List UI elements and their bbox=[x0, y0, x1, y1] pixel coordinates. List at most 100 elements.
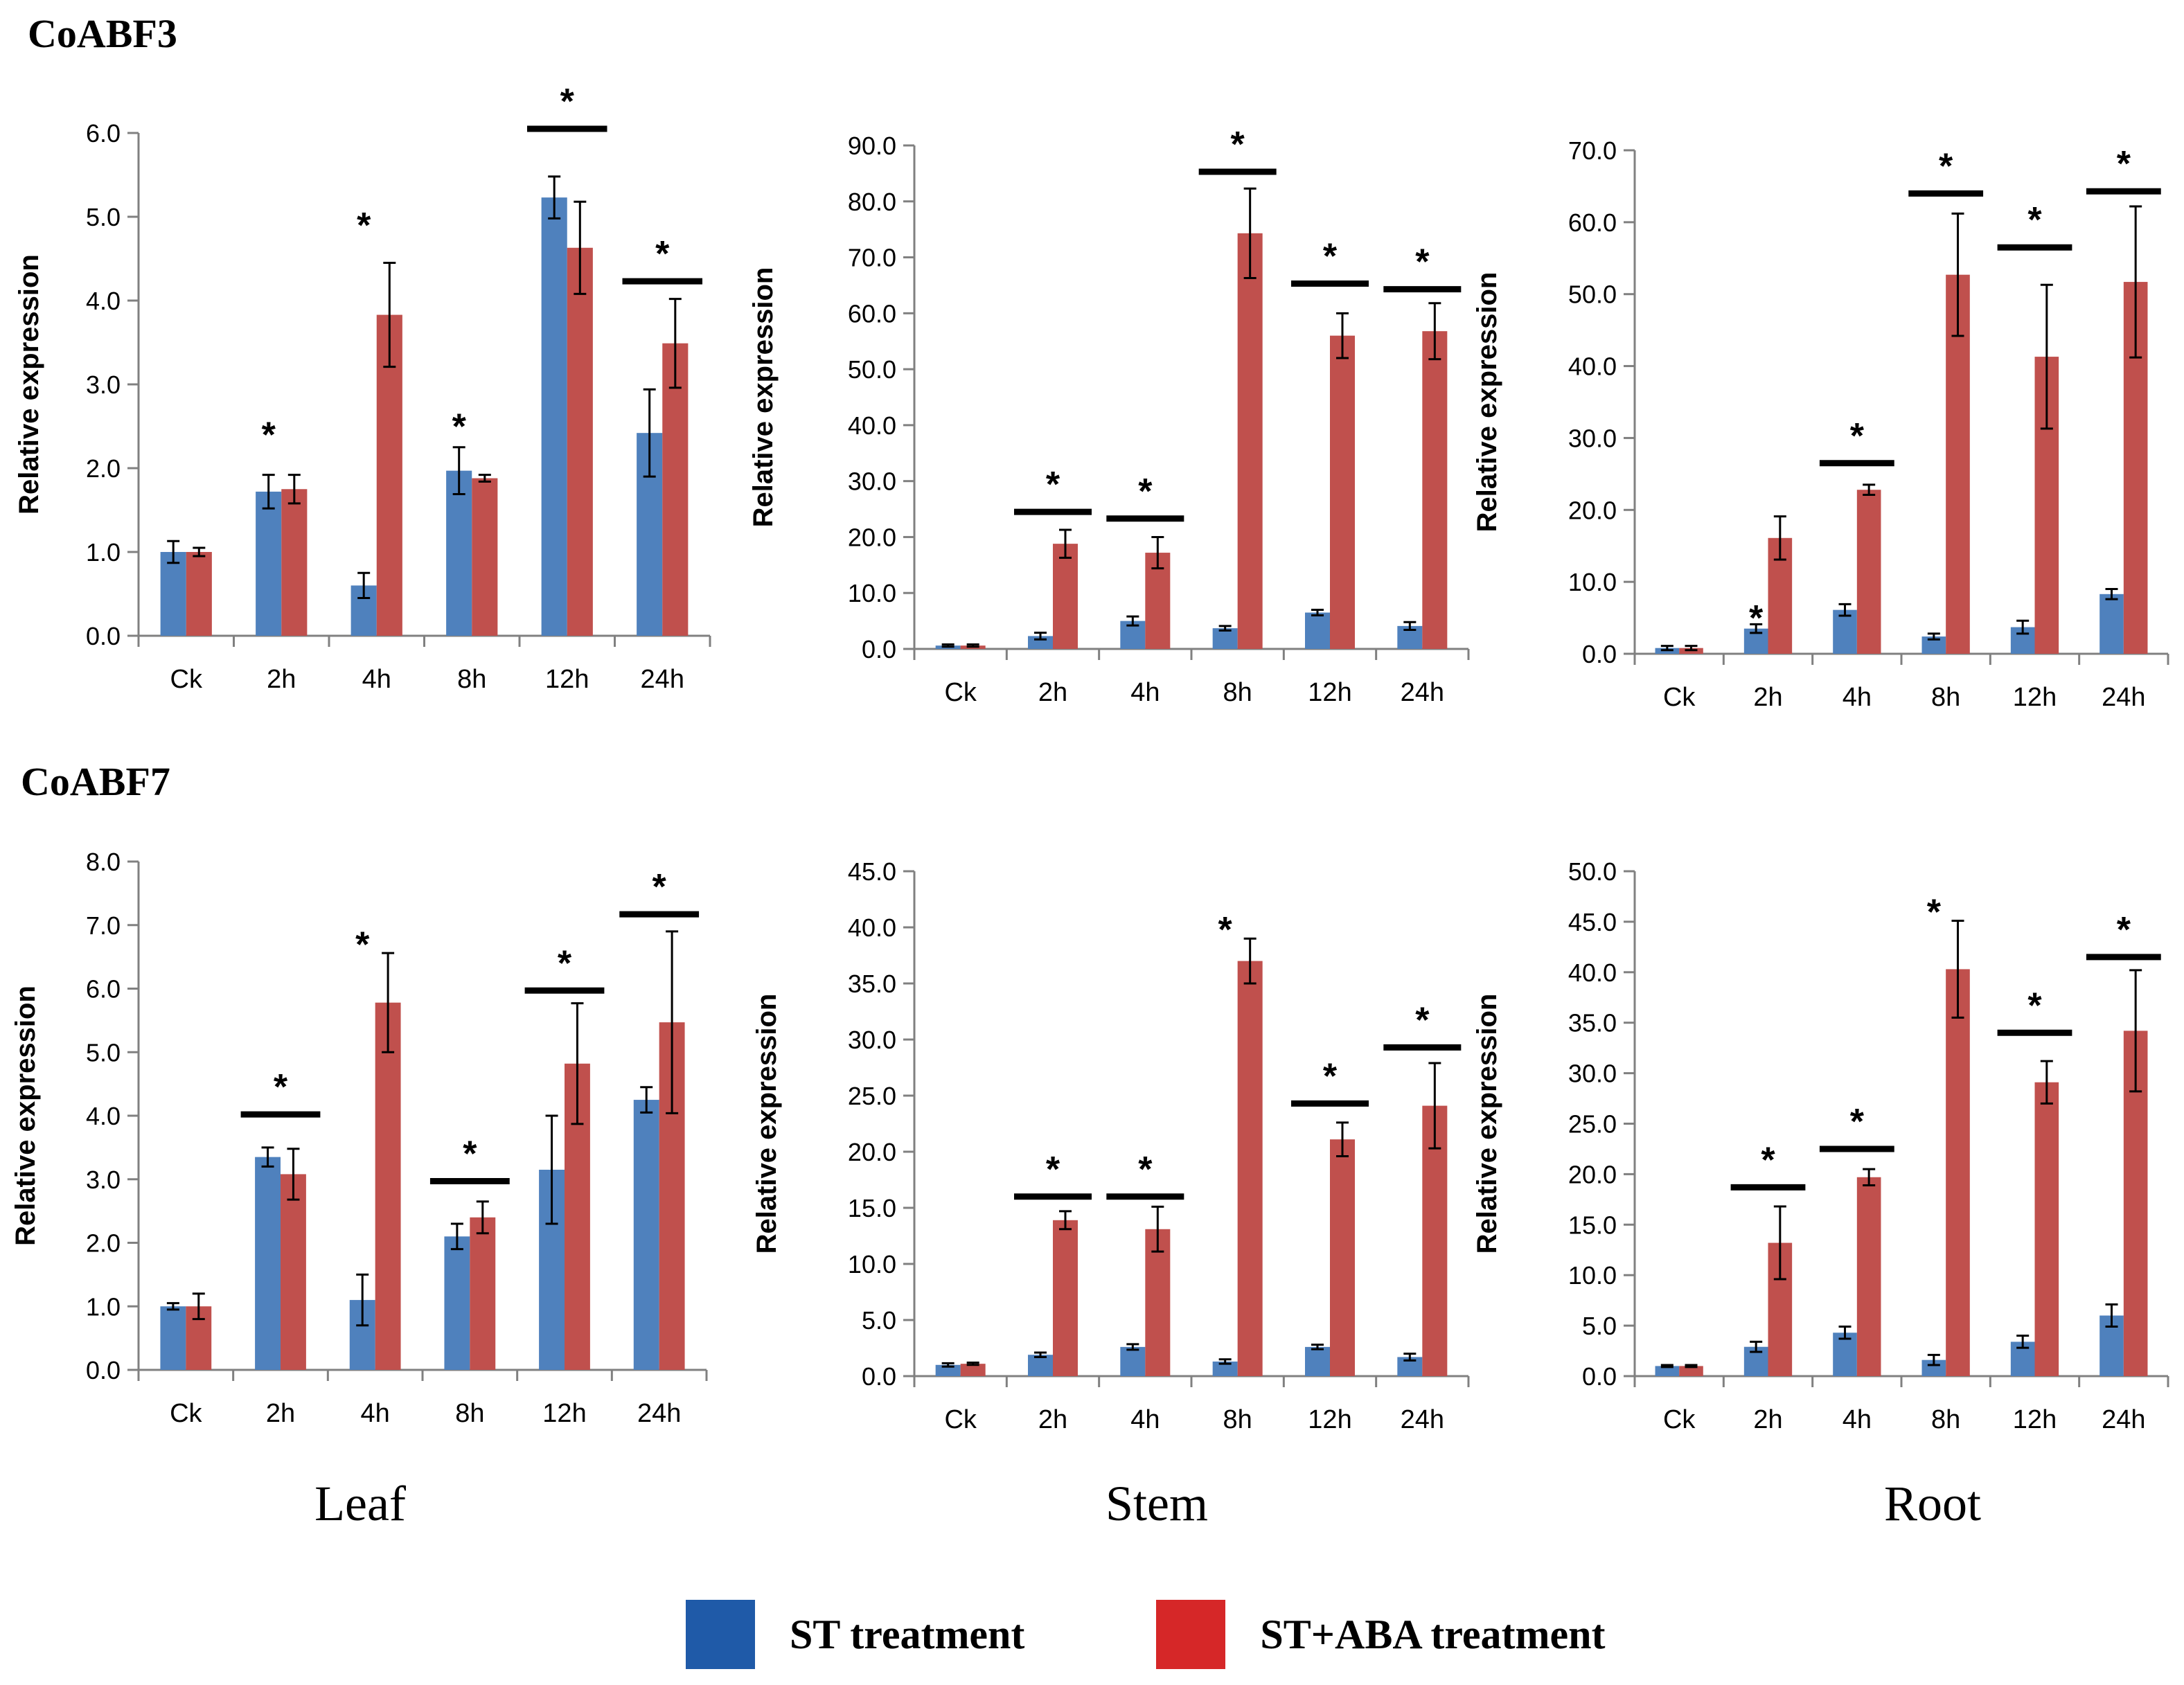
significance-star: * bbox=[355, 925, 370, 965]
y-tick-label: 15.0 bbox=[1568, 1211, 1617, 1239]
x-tick-label: 2h bbox=[266, 1399, 295, 1428]
bar-staba-Ck bbox=[960, 1364, 986, 1376]
y-tick-label: 0.0 bbox=[1582, 1362, 1617, 1391]
y-tick-label: 90.0 bbox=[848, 132, 896, 160]
y-tick-label: 40.0 bbox=[1568, 353, 1617, 381]
bar-st-Ck bbox=[1655, 1366, 1680, 1376]
y-tick-label: 50.0 bbox=[1568, 857, 1617, 886]
y-tick-label: 4.0 bbox=[86, 287, 121, 315]
y-tick-label: 10.0 bbox=[1568, 568, 1617, 596]
bar-staba-12h bbox=[1330, 1139, 1355, 1376]
x-tick-label: Ck bbox=[1663, 1405, 1696, 1434]
y-tick-label: 0.0 bbox=[86, 1356, 121, 1384]
y-tick-label: 2.0 bbox=[86, 454, 121, 483]
bar-staba-4h bbox=[1856, 1177, 1881, 1376]
significance-star: * bbox=[655, 234, 670, 274]
y-tick-label: 20.0 bbox=[1568, 1160, 1617, 1188]
y-tick-label: 1.0 bbox=[86, 538, 121, 567]
y-tick-label: 45.0 bbox=[1568, 908, 1617, 936]
significance-star: * bbox=[1850, 416, 1865, 456]
y-tick-label: 20.0 bbox=[848, 1138, 896, 1166]
bar-staba-8h bbox=[1237, 961, 1263, 1376]
bar-staba-12h bbox=[567, 247, 593, 636]
bar-st-8h bbox=[1212, 1361, 1238, 1376]
y-tick-label: 10.0 bbox=[1568, 1261, 1617, 1290]
chart-panel-coabf7-leaf: 0.0 1.0 2.0 3.0 4.0 5.0 6.0 7.0 8.0 Relative expr… bbox=[10, 848, 708, 1428]
x-tick-label: Ck bbox=[170, 1399, 202, 1428]
bar-st-4h bbox=[1120, 1346, 1146, 1376]
y-tick-label: 35.0 bbox=[1568, 1009, 1617, 1037]
y-tick-label: 80.0 bbox=[848, 188, 896, 216]
significance-star: * bbox=[2117, 910, 2131, 950]
significance-star: * bbox=[2117, 144, 2131, 184]
bar-staba-4h bbox=[375, 1002, 401, 1370]
significance-star: * bbox=[1218, 910, 1233, 950]
legend-item-st: ST treatment bbox=[686, 1600, 1024, 1669]
bar-staba-2h bbox=[1053, 544, 1078, 649]
chart-panel-coabf7-root: 0.0 5.0 10.0 15.0 20.0 25.0 30.0 35.0 40.0 45.0 50… bbox=[1472, 857, 2169, 1434]
bar-st-24h bbox=[2099, 594, 2124, 654]
y-tick-label: 5.0 bbox=[862, 1306, 896, 1335]
bar-staba-2h bbox=[281, 489, 308, 636]
y-tick-label: 4.0 bbox=[86, 1102, 121, 1130]
bar-staba-8h bbox=[470, 1217, 496, 1370]
x-tick-label: 8h bbox=[1931, 683, 1960, 712]
column-label-stem: Stem bbox=[1105, 1476, 1208, 1531]
y-tick-label: 30.0 bbox=[1568, 424, 1617, 452]
y-tick-label: 40.0 bbox=[848, 411, 896, 440]
significance-star: * bbox=[1046, 465, 1060, 505]
bar-staba-4h bbox=[376, 314, 402, 636]
bar-st-8h bbox=[446, 470, 472, 636]
x-tick-label: 4h bbox=[1130, 678, 1160, 707]
y-tick-label: 20.0 bbox=[1568, 496, 1617, 524]
y-tick-label: 20.0 bbox=[848, 523, 896, 551]
significance-star: * bbox=[1761, 1140, 1775, 1180]
bar-staba-24h bbox=[1422, 331, 1448, 649]
x-tick-label: 2h bbox=[1753, 1405, 1782, 1434]
x-tick-label: 24h bbox=[1401, 678, 1444, 707]
significance-star: * bbox=[652, 867, 667, 907]
x-tick-label: 24h bbox=[2102, 683, 2145, 712]
y-tick-label: 1.0 bbox=[86, 1292, 121, 1321]
legend-swatch-st bbox=[686, 1600, 755, 1669]
significance-star: * bbox=[1850, 1102, 1865, 1142]
bar-staba-4h bbox=[1145, 1229, 1171, 1376]
significance-star: * bbox=[1231, 125, 1245, 165]
x-tick-label: 12h bbox=[1308, 1405, 1351, 1434]
bar-st-Ck bbox=[935, 1364, 961, 1376]
bar-st-24h bbox=[633, 1100, 659, 1370]
bar-st-2h bbox=[256, 491, 282, 636]
gene-title-coabf7: CoABF7 bbox=[21, 759, 170, 804]
x-tick-label: 2h bbox=[1038, 1405, 1067, 1434]
x-tick-label: 2h bbox=[267, 665, 296, 694]
y-tick-label: 15.0 bbox=[848, 1194, 896, 1222]
y-tick-label: 3.0 bbox=[86, 1166, 121, 1194]
significance-star: * bbox=[274, 1067, 288, 1107]
x-tick-label: 24h bbox=[641, 665, 684, 694]
x-tick-label: 12h bbox=[2013, 683, 2057, 712]
significance-star: * bbox=[2027, 986, 2042, 1026]
bar-staba-4h bbox=[1856, 490, 1881, 654]
bar-st-2h bbox=[1028, 1355, 1053, 1376]
significance-star: * bbox=[1415, 242, 1430, 283]
bar-staba-2h bbox=[1053, 1220, 1078, 1376]
significance-star: * bbox=[2027, 200, 2042, 240]
y-axis-title: Relative expression bbox=[1472, 994, 1502, 1254]
bar-staba-24h bbox=[662, 343, 689, 636]
column-label-leaf: Leaf bbox=[314, 1476, 406, 1531]
bar-st-12h bbox=[541, 197, 567, 636]
significance-star: * bbox=[1138, 1150, 1153, 1190]
x-tick-label: 8h bbox=[1223, 1405, 1252, 1434]
bar-staba-12h bbox=[2034, 1082, 2059, 1376]
y-tick-label: 2.0 bbox=[86, 1229, 121, 1258]
x-tick-label: 8h bbox=[1223, 678, 1252, 707]
y-tick-label: 60.0 bbox=[1568, 208, 1617, 237]
y-axis-title: Relative expression bbox=[10, 986, 41, 1246]
chart-panel-coabf3-leaf: 0.0 1.0 2.0 3.0 4.0 5.0 6.0 Relative expression… bbox=[14, 82, 711, 694]
bar-staba-Ck bbox=[1679, 1366, 1703, 1376]
y-tick-label: 30.0 bbox=[848, 1026, 896, 1054]
y-tick-label: 25.0 bbox=[1568, 1110, 1617, 1139]
legend-label-st: ST treatment bbox=[790, 1611, 1025, 1657]
x-tick-label: 24h bbox=[2102, 1405, 2145, 1434]
significance-star: * bbox=[1138, 472, 1153, 512]
